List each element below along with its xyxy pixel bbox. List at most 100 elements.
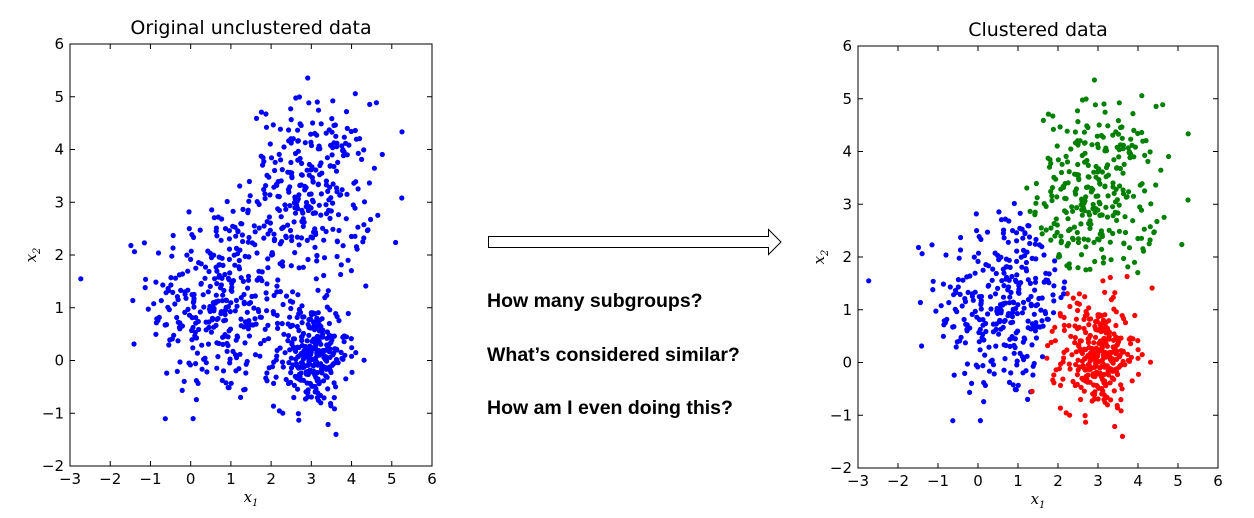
data-point: [1075, 236, 1081, 242]
data-point: [299, 218, 305, 225]
data-point: [1145, 158, 1151, 164]
data-point: [265, 231, 271, 237]
data-point: [314, 253, 320, 259]
data-point: [162, 416, 168, 422]
data-point: [1012, 386, 1018, 393]
data-point: [1073, 186, 1080, 192]
data-point: [296, 376, 302, 382]
x-tick-label: 0: [973, 472, 983, 490]
data-point: [1099, 391, 1105, 397]
data-point: [1110, 213, 1116, 219]
data-point: [1114, 144, 1120, 150]
data-point: [309, 164, 315, 170]
data-point: [950, 418, 956, 424]
data-point: [333, 311, 339, 317]
data-point: [244, 309, 250, 315]
x-tick-label: 3: [307, 470, 317, 488]
data-point: [980, 267, 986, 273]
data-point: [1010, 319, 1016, 325]
data-point: [234, 303, 240, 309]
data-point: [301, 354, 307, 360]
data-point: [283, 376, 289, 383]
plot-frame: [69, 43, 433, 467]
chart-title: Original unclustered data: [130, 17, 371, 39]
data-point: [235, 229, 241, 235]
data-point: [223, 297, 230, 304]
data-point: [1024, 185, 1030, 191]
data-point: [246, 198, 252, 204]
data-point: [958, 234, 964, 241]
data-point: [1111, 157, 1117, 163]
data-point: [194, 350, 200, 356]
data-point: [969, 311, 975, 317]
data-point: [299, 342, 305, 349]
data-point: [341, 149, 347, 155]
data-point: [305, 75, 311, 81]
data-point: [1125, 264, 1131, 270]
data-point: [327, 215, 333, 221]
data-point: [228, 380, 234, 386]
data-point: [1051, 372, 1057, 378]
data-point: [329, 362, 335, 368]
data-point: [1059, 161, 1065, 167]
data-point: [1114, 217, 1120, 223]
data-point: [330, 200, 336, 206]
x-tick-label: −1: [927, 472, 949, 490]
data-point: [320, 225, 326, 231]
data-point: [303, 199, 310, 206]
data-point: [1099, 246, 1105, 252]
data-point: [190, 345, 196, 351]
data-point: [1018, 280, 1024, 286]
data-point: [288, 263, 294, 269]
data-point: [946, 300, 952, 306]
data-point: [271, 380, 277, 386]
data-point: [274, 320, 281, 326]
data-point: [280, 224, 286, 230]
data-point: [1079, 97, 1086, 103]
x-tick-label: 4: [1133, 472, 1143, 490]
data-point: [1013, 279, 1019, 285]
data-point: [1122, 362, 1128, 368]
data-point: [1104, 402, 1111, 408]
data-point: [308, 142, 315, 149]
data-point: [1083, 184, 1090, 190]
data-point: [1122, 229, 1129, 236]
data-point: [274, 283, 280, 289]
data-point: [333, 133, 339, 139]
data-point: [308, 349, 314, 355]
data-point: [266, 214, 272, 220]
data-point: [1103, 164, 1110, 171]
data-point: [289, 341, 295, 347]
data-point: [235, 334, 241, 340]
data-point: [1103, 319, 1109, 325]
data-point: [128, 242, 134, 249]
data-point: [1081, 325, 1087, 332]
data-point: [191, 304, 197, 310]
data-point: [1051, 380, 1057, 386]
x-tick-label: −2: [99, 470, 121, 488]
data-point: [1020, 235, 1026, 241]
data-point: [263, 290, 269, 296]
data-point: [989, 357, 995, 363]
data-point: [1023, 368, 1029, 374]
data-point: [219, 255, 225, 261]
data-point: [1076, 291, 1082, 297]
data-point: [314, 132, 320, 138]
data-point: [1052, 267, 1058, 273]
data-point: [964, 328, 970, 334]
data-point: [314, 352, 320, 358]
data-point: [1116, 100, 1122, 106]
data-point: [1103, 383, 1109, 389]
data-point: [964, 322, 970, 328]
y-tick-label: 6: [54, 35, 64, 53]
data-point: [292, 373, 298, 379]
data-point: [295, 292, 301, 298]
data-point: [1033, 256, 1039, 262]
data-point: [229, 288, 235, 294]
data-point: [1126, 358, 1133, 364]
data-point: [295, 127, 301, 133]
data-point: [1048, 237, 1054, 243]
data-point: [249, 293, 255, 300]
data-point: [1066, 169, 1072, 175]
data-point: [216, 272, 222, 278]
